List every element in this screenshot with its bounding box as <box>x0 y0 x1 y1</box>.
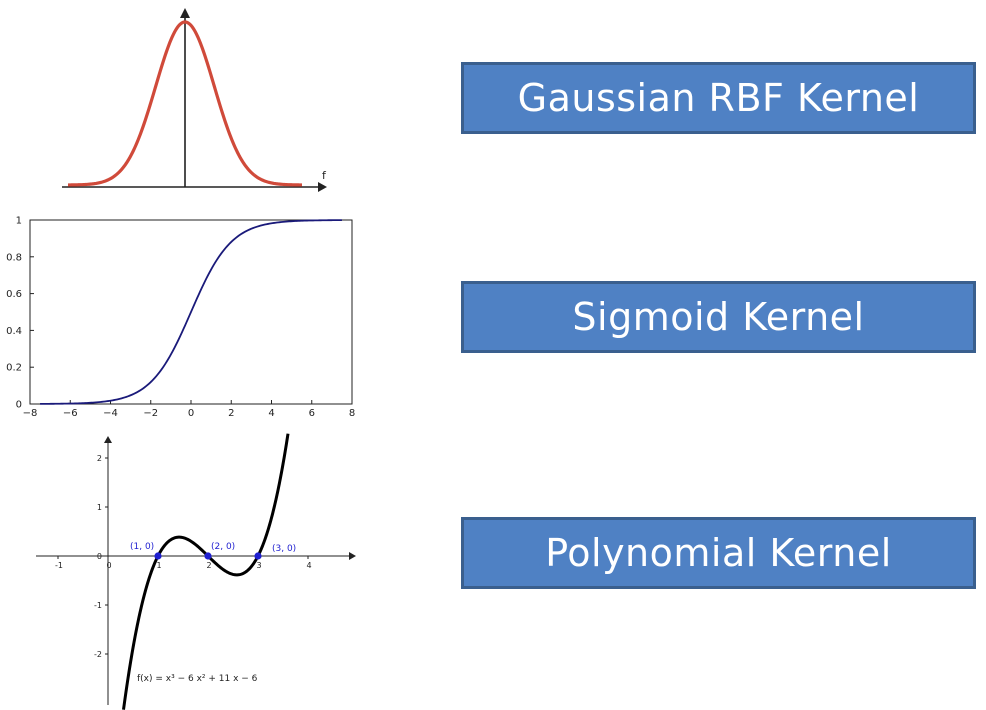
sigmoid-y-tick-label: 0.6 <box>6 289 22 300</box>
sigmoid-x-tick-label: −6 <box>63 408 78 419</box>
poly-x-tick-label: 0 <box>106 561 111 570</box>
poly-x-tick-label: 3 <box>256 561 261 570</box>
sigmoid-y-tick-label: 0.2 <box>6 363 22 374</box>
poly-y-tick-label: 1 <box>97 503 102 512</box>
gaussian-curve <box>67 20 303 187</box>
poly-root-label: (1, 0) <box>130 542 154 552</box>
sigmoid-y-tick-label: 0.4 <box>6 326 22 337</box>
poly-x-tick-label: 2 <box>206 561 211 570</box>
gaussian-x-arrow <box>318 182 327 192</box>
poly-root-point <box>254 552 262 560</box>
sigmoid-y-tick-label: 0.8 <box>6 252 22 263</box>
gaussian-y-arrow <box>180 8 190 18</box>
sigmoid-x-tick-label: 8 <box>349 408 355 419</box>
sigmoid-x-tick-label: −4 <box>103 408 118 419</box>
sigmoid-x-tick-label: 4 <box>268 408 274 419</box>
poly-x-tick-label: 1 <box>156 561 161 570</box>
poly-x-tick-label: 4 <box>306 561 311 570</box>
poly-x-arrow <box>349 552 356 560</box>
poly-root-point <box>204 552 212 560</box>
sigmoid-x-tick-label: 2 <box>228 408 234 419</box>
gaussian-rbf-kernel-label: Gaussian RBF Kernel <box>461 62 976 134</box>
gaussian-chart: f <box>62 8 327 192</box>
sigmoid-kernel-label: Sigmoid Kernel <box>461 281 976 353</box>
sigmoid-x-tick-label: −8 <box>23 408 38 419</box>
sigmoid-x-tick-label: −2 <box>143 408 158 419</box>
poly-root-point <box>154 552 162 560</box>
sigmoid-x-tick-label: 0 <box>188 408 194 419</box>
poly-root-label: (2, 0) <box>211 542 235 552</box>
poly-x-tick-label: -1 <box>55 561 63 570</box>
poly-y-tick-label: -1 <box>94 601 102 610</box>
polynomial-chart: -1 0 1 2 3 4 2 1 0 -1 -2 (1, 0) (2, 0) (3, 0) f(x) … <box>36 433 356 710</box>
sigmoid-x-tick-label: 6 <box>309 408 315 419</box>
poly-y-tick-label: 0 <box>97 552 102 561</box>
poly-y-arrow <box>104 436 112 443</box>
poly-y-tick-label: -2 <box>94 650 102 659</box>
charts-panel: f −8 −6 −4 −2 0 2 4 6 8 0 0.2 0.4 0.6 0.8 1 -1 0 1 2 3 4 2… <box>6 8 356 710</box>
polynomial-kernel-label: Polynomial Kernel <box>461 517 976 589</box>
poly-y-tick-label: 2 <box>97 454 102 463</box>
sigmoid-y-tick-label: 1 <box>16 216 22 227</box>
sigmoid-curve <box>40 219 342 405</box>
sigmoid-y-tick-label: 0 <box>16 400 22 411</box>
sigmoid-chart: −8 −6 −4 −2 0 2 4 6 8 0 0.2 0.4 0.6 0.8 1 <box>6 216 355 420</box>
gaussian-axis-label: f <box>322 169 327 182</box>
polynomial-curve <box>122 433 290 710</box>
poly-root-label: (3, 0) <box>272 544 296 554</box>
poly-formula-label: f(x) = x³ − 6 x² + 11 x − 6 <box>137 674 258 684</box>
